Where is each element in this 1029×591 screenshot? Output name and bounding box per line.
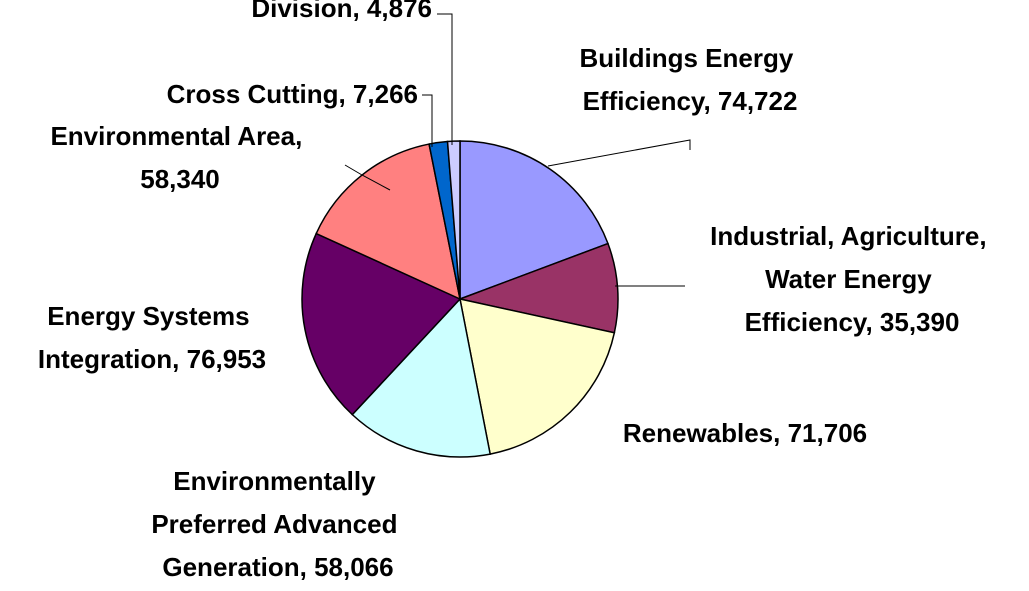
data-label-line: 58,340 <box>140 164 220 194</box>
pie-slice <box>459 140 609 301</box>
pie-slice <box>459 298 616 455</box>
pie-slice <box>301 232 462 416</box>
leader-line <box>547 139 691 167</box>
data-label-line: Efficiency, 74,722 <box>583 86 798 116</box>
data-label: Buildings Energy Efficiency, 74,722 <box>579 43 800 116</box>
data-label: Cross Cutting, 7,266 <box>167 79 418 109</box>
leader-line <box>437 13 453 145</box>
data-label: Division, 4,876 <box>251 0 432 23</box>
data-label-line: Energy Systems <box>47 301 257 331</box>
data-label: Renewables, 71,706 <box>623 418 867 448</box>
data-label-line: Efficiency, 35,390 <box>745 307 960 337</box>
leader-line <box>422 94 433 147</box>
data-label: Environmentally Preferred Advanced Gener… <box>151 466 404 582</box>
data-label-line: Environmental Area, <box>50 121 309 151</box>
data-label-line: Integration, 76,953 <box>38 344 266 374</box>
data-label-line: Industrial, Agriculture, <box>710 221 994 251</box>
data-label-line: Division, 4,876 <box>251 0 432 23</box>
data-label-line: Renewables, 71,706 <box>623 418 867 448</box>
data-label: Environmental Area, 58,340 <box>50 121 309 194</box>
data-label-line: Environmentally <box>173 466 383 496</box>
data-label-line: Water Energy <box>765 264 939 294</box>
data-label-line: Generation, 58,066 <box>162 552 393 582</box>
data-label: Energy Systems Integration, 76,953 <box>38 301 266 374</box>
data-label-line: Cross Cutting, 7,266 <box>167 79 418 109</box>
pie-slice <box>351 297 492 458</box>
data-label: Industrial, Agriculture, Water Energy Ef… <box>710 221 994 337</box>
data-label-line: Preferred Advanced <box>151 509 404 539</box>
pie-slice <box>446 140 461 300</box>
leader-line <box>344 164 391 191</box>
pie-slice <box>457 242 619 334</box>
data-label-line: Buildings Energy <box>579 43 800 73</box>
